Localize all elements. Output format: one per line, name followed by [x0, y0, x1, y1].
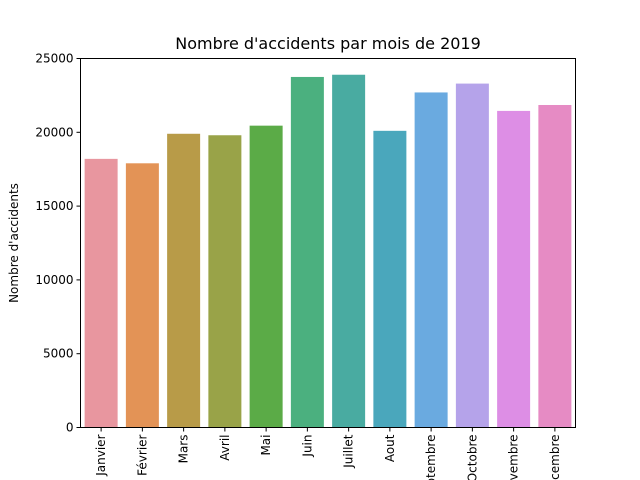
y-tick-label-2: 10000 — [35, 273, 73, 287]
x-tick-label-8: Septembre — [424, 435, 438, 480]
chart-title: Nombre d'accidents par mois de 2019 — [175, 34, 481, 53]
plot-frame — [80, 58, 576, 428]
x-tick-label-2: Mars — [177, 435, 191, 464]
x-tick-label-3: Avril — [218, 435, 232, 461]
bar-2 — [167, 133, 201, 428]
bar-1 — [125, 163, 159, 428]
x-axis: Janvier Février Mars Avril Mai Juin Juillet Aou… — [94, 427, 562, 480]
bar-11 — [538, 104, 572, 428]
x-tick-label-4: Mai — [259, 435, 273, 456]
bar-8 — [414, 92, 448, 428]
x-tick-label-6: Juillet — [342, 434, 356, 469]
y-tick-label-3: 15000 — [35, 199, 73, 213]
y-tick-label-4: 20000 — [35, 125, 73, 139]
x-tick-label-0: Janvier — [94, 434, 108, 476]
bar-7 — [373, 130, 407, 428]
x-tick-label-1: Février — [135, 434, 149, 475]
x-tick-label-7: Aout — [383, 434, 397, 462]
x-tick-label-5: Juin — [300, 435, 314, 458]
bar-0 — [84, 158, 118, 428]
x-tick-label-11: Décembre — [548, 435, 562, 480]
y-axis-label: Nombre d'accidents — [7, 183, 21, 303]
bar-6 — [332, 74, 366, 428]
bars-group — [84, 74, 572, 428]
bar-5 — [290, 76, 324, 428]
bar-4 — [249, 125, 283, 428]
bar-9 — [455, 83, 489, 428]
y-axis: 0 5000 10000 15000 20000 25000 — [35, 52, 81, 435]
y-tick-label-5: 25000 — [35, 52, 73, 66]
bar-3 — [208, 135, 242, 428]
x-tick-label-10: Novembre — [507, 435, 521, 480]
y-tick-label-1: 5000 — [43, 347, 74, 361]
bar-10 — [497, 110, 531, 428]
y-tick-label-0: 0 — [66, 421, 74, 435]
x-tick-label-9: Octobre — [465, 435, 479, 480]
